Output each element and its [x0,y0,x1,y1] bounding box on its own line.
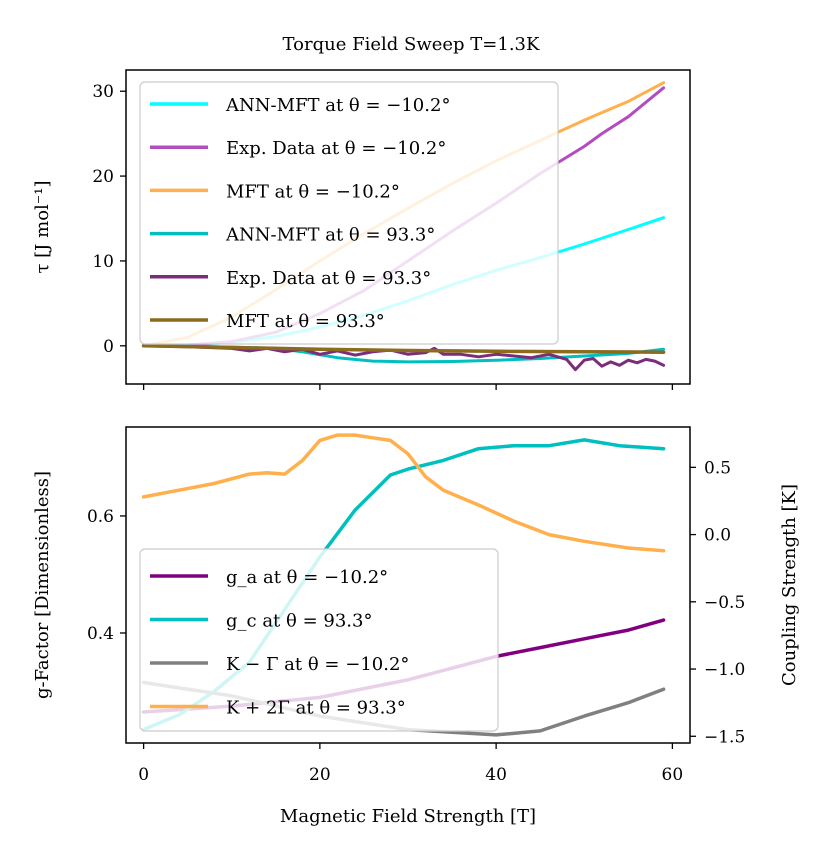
top-y-tick-label: 10 [92,252,114,272]
top-legend-entry: MFT at θ = 93.3° [226,311,385,332]
bottom-legend-entry: g_c at θ = 93.3° [226,611,372,632]
bottom-right-y-axis-label: Coupling Strength [K] [779,484,800,686]
bottom-legend-entry: g_a at θ = −10.2° [226,567,388,588]
x-axis-label: Magnetic Field Strength [T] [280,806,536,827]
bottom-right-y-tick-label: 0.5 [704,458,731,478]
top-y-axis-label: τ [J mol⁻¹] [32,180,53,273]
bottom-legend-box [139,548,499,732]
bottom-legend-entry: K + 2Γ at θ = 93.3° [226,698,406,719]
bottom-y-axis-label: g-Factor [Dimensionless] [32,471,53,699]
bottom-left-y-tick-label: 0.6 [87,507,114,527]
bottom-right-y-tick-label: 0.0 [704,526,731,546]
top-series-exp-data-at-93-3 [142,344,666,372]
bottom-series-k-2-at-93-3 [141,433,666,553]
x-tick-label: 0 [138,765,149,785]
top-legend-entry: ANN-MFT at θ = −10.2° [225,95,450,116]
bottom-plot-frame [125,426,691,744]
bottom-legend-entry: K − Γ at θ = −10.2° [226,654,409,675]
top-plot-frame [125,69,691,385]
bottom-right-y-tick-label: −1.5 [704,727,745,747]
top-legend-entry: Exp. Data at θ = 93.3° [226,268,431,289]
bottom-right-y-tick-label: −0.5 [704,593,745,613]
top-legend-entry: ANN-MFT at θ = 93.3° [225,225,435,246]
x-tick-label: 60 [662,765,684,785]
top-y-tick-label: 0 [103,337,114,357]
x-tick-label: 40 [485,765,507,785]
bottom-right-y-tick-label: −1.0 [704,660,745,680]
top-y-tick-label: 30 [92,82,114,102]
bottom-left-y-tick-label: 0.4 [87,624,114,644]
top-legend-entry: MFT at θ = −10.2° [226,181,400,202]
top-legend-box [139,81,559,345]
top-series-mft-at-93-3 [141,344,666,354]
top-legend-entry: Exp. Data at θ = −10.2° [226,138,446,159]
x-tick-label: 20 [309,765,331,785]
top-y-tick-label: 20 [92,167,114,187]
top-chart-title: Torque Field Sweep T=1.3K [283,34,540,55]
